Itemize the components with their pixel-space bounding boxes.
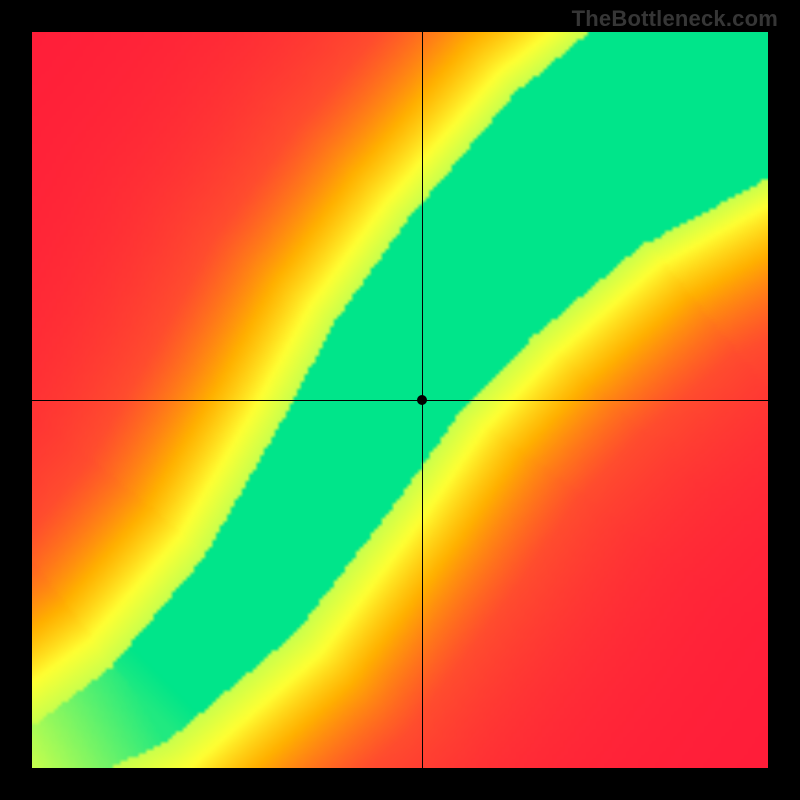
watermark-text: TheBottleneck.com: [572, 6, 778, 32]
point-marker: [417, 395, 427, 405]
crosshair-horizontal: [32, 400, 768, 401]
plot-area: [32, 32, 768, 768]
